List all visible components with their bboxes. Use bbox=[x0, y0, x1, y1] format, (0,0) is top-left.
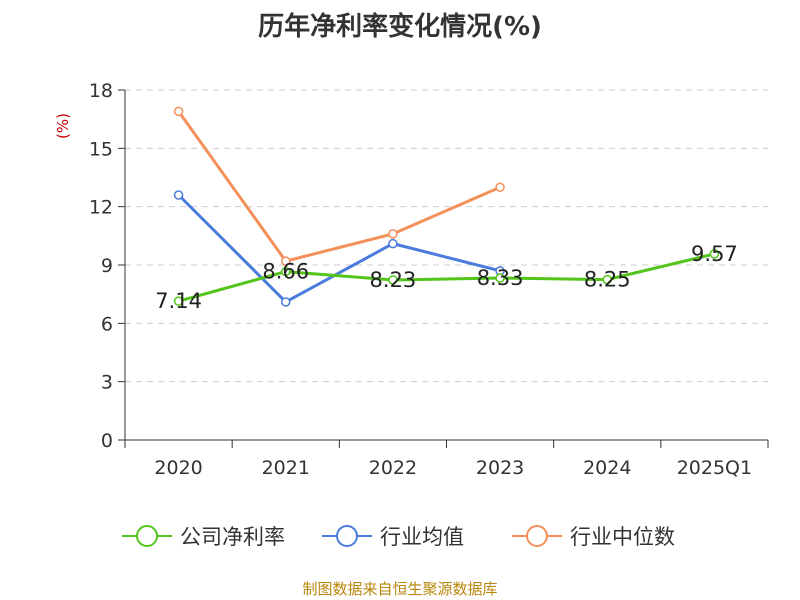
data-point-0-2021 bbox=[281, 266, 291, 277]
data-point-0-2023 bbox=[495, 273, 505, 283]
y-tick-label-18: 18 bbox=[89, 80, 113, 102]
data-label-2023: 8.33 bbox=[477, 266, 524, 290]
data-point-2-2023 bbox=[495, 182, 505, 192]
y-tick-label-15: 15 bbox=[89, 138, 113, 160]
x-tick-label-2023: 2023 bbox=[476, 457, 524, 479]
axes: 0 3 6 9 12 15 18 (%) 2020 2021 2022 2023 2024 2025Q1 bbox=[54, 80, 769, 479]
x-tick-label-2022: 2022 bbox=[369, 457, 417, 479]
legend-marker-2 bbox=[526, 525, 548, 547]
legend[interactable]: 公司净利率 行业均值 行业中位数 bbox=[122, 525, 675, 549]
legend-label-0: 公司净利率 bbox=[180, 525, 285, 549]
data-point-2-2020 bbox=[173, 106, 184, 117]
x-tick-label-2021: 2021 bbox=[262, 457, 310, 479]
data-point-1-2022 bbox=[388, 238, 398, 249]
series-line-0 bbox=[178, 252, 715, 303]
series-line-1 bbox=[177, 193, 501, 304]
data-label-2020: 7.14 bbox=[155, 289, 202, 313]
series-line-2 bbox=[177, 110, 501, 263]
data-point-0-2025Q1 bbox=[709, 249, 720, 259]
data-point-0-2020 bbox=[173, 296, 184, 306]
data-point-1-2020 bbox=[173, 190, 184, 200]
data-label-2025Q1: 9.57 bbox=[691, 242, 738, 266]
data-point-2-2022 bbox=[388, 229, 398, 239]
y-tick-label-0: 0 bbox=[101, 430, 113, 452]
y-tick-label-12: 12 bbox=[89, 197, 113, 219]
source-note: 制图数据来自恒生聚源数据库 bbox=[302, 580, 498, 598]
series-lines bbox=[173, 106, 720, 307]
x-tick-label-2024: 2024 bbox=[583, 457, 631, 479]
y-axis-label: (%) bbox=[54, 113, 72, 139]
data-point-0-2024 bbox=[602, 274, 612, 285]
grid-lines bbox=[125, 89, 768, 383]
data-labels: 7.14 8.66 8.23 8.33 8.25 9.57 bbox=[155, 242, 738, 313]
data-point-1-2021 bbox=[281, 297, 291, 307]
chart-title: 历年净利率变化情况(%) bbox=[258, 12, 542, 42]
x-tick-label-2020: 2020 bbox=[154, 457, 202, 479]
legend-item-0[interactable]: 公司净利率 bbox=[122, 525, 285, 549]
legend-label-2: 行业中位数 bbox=[570, 525, 675, 549]
legend-label-1: 行业均值 bbox=[380, 525, 464, 549]
data-point-2-2021 bbox=[281, 256, 291, 266]
y-tick-label-9: 9 bbox=[101, 255, 113, 277]
x-tick-label-2025Q1: 2025Q1 bbox=[677, 457, 752, 479]
legend-item-2[interactable]: 行业中位数 bbox=[512, 525, 675, 549]
legend-marker-1 bbox=[336, 525, 358, 547]
legend-marker-0 bbox=[136, 525, 158, 547]
data-label-2022: 8.23 bbox=[370, 268, 417, 292]
legend-item-1[interactable]: 行业均值 bbox=[322, 525, 464, 549]
data-point-0-2022 bbox=[388, 275, 398, 285]
data-label-2021: 8.66 bbox=[262, 260, 309, 284]
y-tick-label-6: 6 bbox=[101, 313, 113, 335]
y-tick-label-3: 3 bbox=[101, 372, 113, 394]
data-label-2024: 8.25 bbox=[584, 268, 631, 292]
